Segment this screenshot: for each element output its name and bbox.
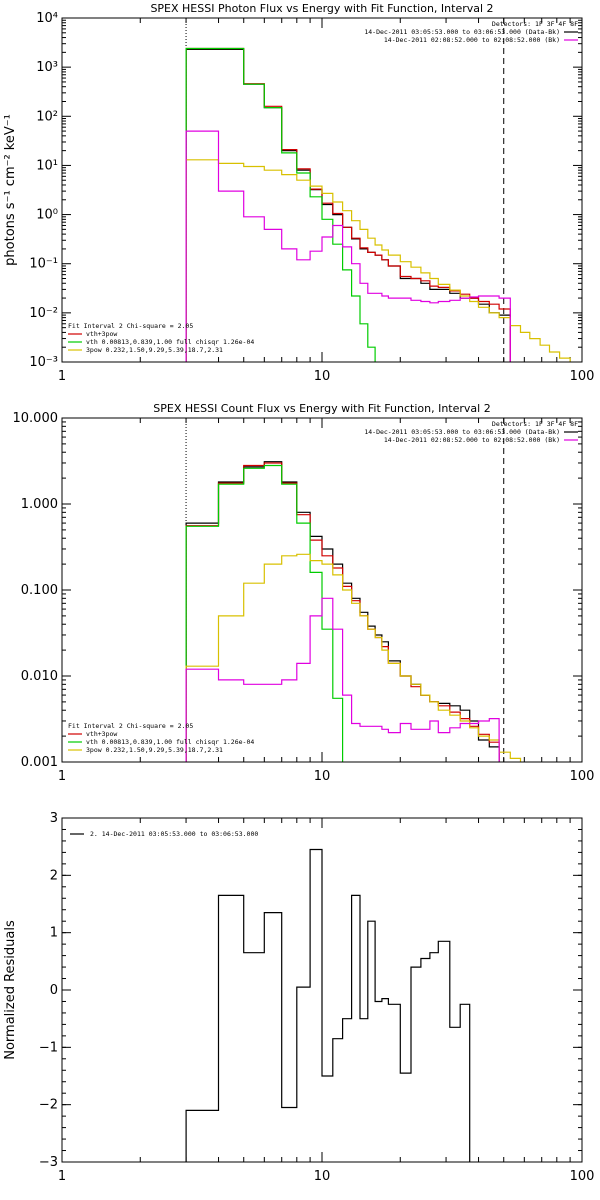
series-group (185, 848, 471, 1162)
chart-panel-3: 1 10 100 −3 −2 −1 0 1 2 3 Normalized Residuals 2. 1… (3, 811, 595, 1184)
y-tick-label: 10⁰ (36, 208, 58, 223)
legend-top-entry: 14-Dec-2011 03:05:53.000 to 03:06:53.000… (364, 428, 560, 436)
y-tick-label: 10³ (36, 60, 58, 75)
series-3-line (185, 47, 376, 362)
y-tick-label: 1.000 (21, 497, 58, 512)
series-5-line (185, 130, 511, 362)
y-axis-label: Normalized Residuals (3, 920, 18, 1060)
series-2-line (185, 47, 511, 362)
y-axis-label: photons s⁻¹ cm⁻² keV⁻¹ (3, 114, 18, 266)
x-tick-label: 1 (58, 769, 66, 784)
legend-bottom-entry: vth 0.00813,0.839,1.00 full chisqr 1.26e… (86, 738, 254, 746)
x-tick-label: 100 (570, 369, 595, 384)
x-tick-label: 10 (314, 1169, 331, 1184)
series-1-line (185, 848, 471, 1162)
legend-bottom-entry: 3pow 0.232,1.50,9.29,5.39,18.7,2.31 (86, 346, 223, 354)
series-group (185, 47, 571, 362)
legend-bottom-entry: 3pow 0.232,1.50,9.29,5.39,18.7,2.31 (86, 746, 223, 754)
y-tick-label: 10² (36, 109, 58, 124)
legend-top-entry: 14-Dec-2011 02:08:52.000 to 02:08:52.000… (384, 36, 560, 44)
plot-frame (61, 417, 583, 763)
x-tick-label: 10 (314, 769, 331, 784)
y-tick-label: 0.010 (21, 669, 58, 684)
series-4-line (185, 159, 571, 362)
series-group (185, 461, 522, 762)
chart-title: SPEX HESSI Photon Flux vs Energy with Fi… (150, 2, 493, 15)
y-tick-label: 2 (50, 868, 58, 883)
x-tick-label: 100 (570, 769, 595, 784)
y-tick-label: 0 (50, 983, 58, 998)
legend-bottom-entry: vth+3pow (86, 730, 117, 738)
chart-title: SPEX HESSI Count Flux vs Energy with Fit… (153, 402, 490, 415)
legend-top-entry: 14-Dec-2011 03:05:53.000 to 03:06:53.000… (364, 28, 560, 36)
legend-detectors: Detectors: 1F 3F 4F 8F (492, 420, 578, 428)
legend-top-entry: 14-Dec-2011 02:08:52.000 to 02:08:52.000… (384, 436, 560, 444)
legend-fit-header: Fit Interval 2 Chi-square = 2.05 (68, 322, 193, 330)
x-tick-label: 100 (570, 1169, 595, 1184)
y-tick-label: 10⁻² (29, 306, 58, 321)
legend-bottom-entry: vth 0.00813,0.839,1.00 full chisqr 1.26e… (86, 338, 254, 346)
y-tick-label: 0.001 (21, 755, 58, 770)
y-tick-label: 10.000 (13, 411, 59, 426)
chart-panel-1: SPEX HESSI Photon Flux vs Energy with Fi… (3, 2, 595, 384)
y-tick-label: 3 (50, 811, 58, 826)
legend-residual-entry: 2. 14-Dec-2011 03:05:53.000 to 03:06:53.… (90, 830, 258, 838)
y-tick-label: 10⁻³ (29, 355, 58, 370)
y-tick-label: 1 (50, 926, 58, 941)
y-tick-label: −3 (39, 1155, 58, 1170)
x-tick-label: 10 (314, 369, 331, 384)
y-tick-label: 10⁴ (36, 11, 58, 26)
series-4-line (185, 553, 522, 762)
series-5-line (185, 597, 500, 762)
y-tick-label: 10⁻¹ (29, 257, 58, 272)
chart-panel-2: SPEX HESSI Count Flux vs Energy with Fit… (13, 402, 595, 784)
y-tick-label: −2 (39, 1098, 58, 1113)
plot-frame (61, 817, 583, 1163)
x-tick-label: 1 (58, 369, 66, 384)
legend-detectors: Detectors: 1F 3F 4F 8F (492, 20, 578, 28)
series-1-line (185, 48, 511, 362)
legend-bottom-entry: vth+3pow (86, 330, 117, 338)
y-tick-label: 10¹ (36, 158, 58, 173)
series-3-line (185, 464, 344, 762)
y-tick-label: 0.100 (21, 583, 58, 598)
legend-fit-header: Fit Interval 2 Chi-square = 2.05 (68, 722, 193, 730)
y-tick-label: −1 (39, 1040, 58, 1055)
x-tick-label: 1 (58, 1169, 66, 1184)
plot-frame (61, 17, 583, 363)
